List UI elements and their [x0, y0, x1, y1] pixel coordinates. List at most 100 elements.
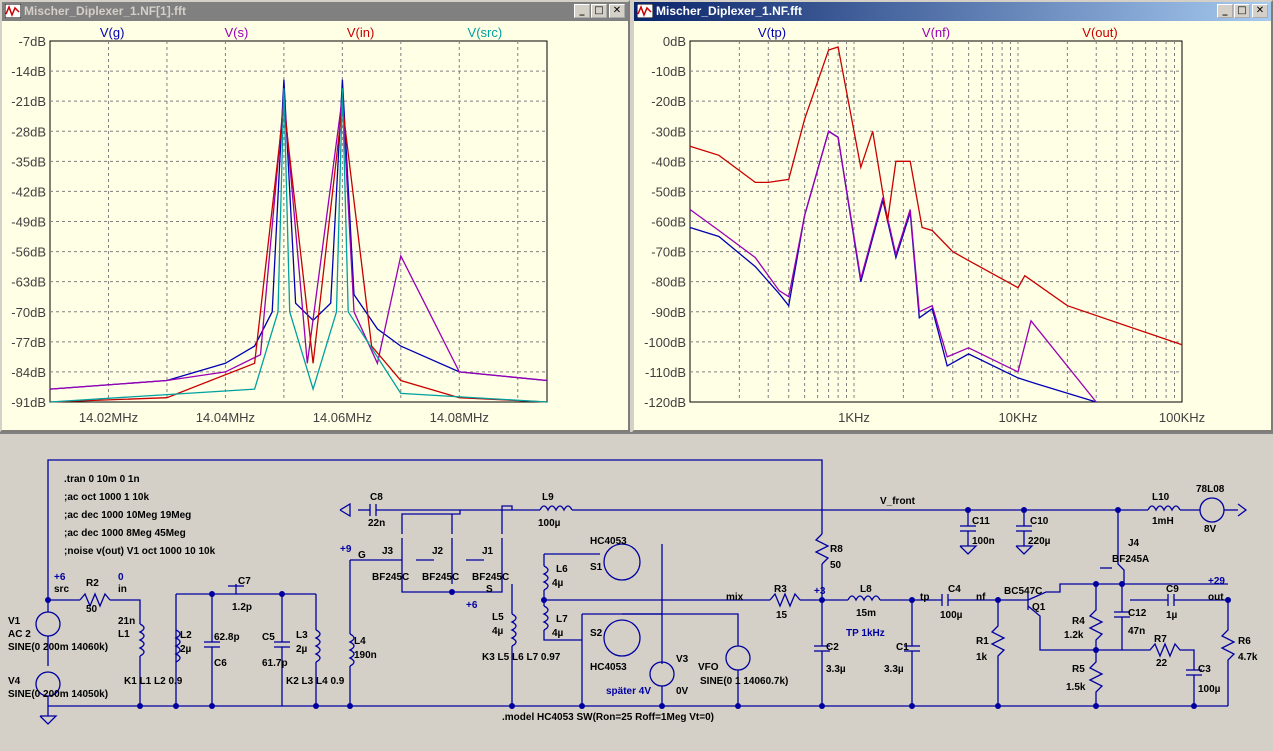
y-tick-label: -30dB	[651, 124, 686, 139]
series-vs	[49, 96, 548, 390]
series-vnf	[689, 130, 1097, 403]
schematic-label: 4.7k	[1238, 652, 1258, 663]
schematic-label: TP 1kHz	[846, 628, 885, 639]
schematic-label: später 4V	[606, 686, 651, 697]
schematic-label: 100µ	[1198, 684, 1221, 695]
schematic-label: SINE(0 200m 14060k)	[8, 642, 108, 653]
plot-area[interactable]: -7dB -14dB -21dB -28dB -35dB -42dB -49dB -56dB -…	[2, 21, 628, 430]
legend-vin[interactable]: V(in)	[347, 25, 374, 40]
series-vsrc	[49, 88, 548, 403]
schematic-label: VFO	[698, 662, 719, 673]
schematic-label: 100µ	[940, 610, 963, 621]
schematic-label: L10	[1152, 492, 1170, 503]
window-titlebar[interactable]: Mischer_Diplexer_1.NF.fft	[634, 2, 1271, 21]
plot-area[interactable]: 0dB -10dB -20dB -30dB -40dB -50dB -60dB -70dB -8…	[634, 21, 1271, 430]
legend-vtp[interactable]: V(tp)	[758, 25, 786, 40]
schematic-label: C6	[214, 658, 227, 669]
schematic-label: L7	[556, 614, 568, 625]
y-tick-label: -21dB	[11, 94, 46, 109]
y-tick-label: -70dB	[11, 305, 46, 320]
y-tick-label: -60dB	[651, 215, 686, 230]
schematic-label: 50	[830, 560, 842, 571]
schematic-label: 3.3µ	[826, 664, 846, 675]
legend-vnf[interactable]: V(nf)	[922, 25, 950, 40]
schematic-label: 50	[86, 604, 98, 615]
legend-vsrc[interactable]: V(src)	[468, 25, 503, 40]
schematic-label: C2	[826, 642, 839, 653]
schematic-label: K3 L5 L6 L7 0.97	[482, 652, 561, 663]
schematic-label: S2	[590, 628, 603, 639]
waveform-app-icon	[5, 4, 21, 18]
close-button[interactable]: ✕	[609, 4, 625, 18]
maximize-button[interactable]: □	[591, 4, 607, 18]
y-tick-label: -100dB	[644, 335, 686, 350]
fft-chart-right[interactable]: 0dB -10dB -20dB -30dB -40dB -50dB -60dB -70dB -8…	[634, 21, 1271, 430]
schematic-canvas[interactable]: .tran 0 10m 0 1n ;ac oct 1000 1 10k ;ac de…	[0, 434, 1273, 751]
schematic-label: +3	[814, 586, 826, 597]
schematic-label: S1	[590, 562, 603, 573]
close-button[interactable]: ✕	[1252, 4, 1268, 18]
schematic-label: mix	[726, 592, 744, 603]
series-vin	[49, 105, 548, 403]
schematic-label: 1.2p	[232, 602, 252, 613]
schematic-label: C8	[370, 492, 383, 503]
schematic-label: R8	[830, 544, 843, 555]
schematic-label: R5	[1072, 664, 1085, 675]
x-tick-label: 14.06MHz	[313, 410, 372, 425]
x-tick-label: 14.02MHz	[79, 410, 138, 425]
schematic-label: +29	[1208, 576, 1225, 587]
schematic-label: J3	[382, 546, 394, 557]
schematic-label: 62.8p	[214, 632, 240, 643]
schematic-label: 4µ	[552, 578, 564, 589]
schematic-label: L9	[542, 492, 554, 503]
y-tick-label: -63dB	[11, 275, 46, 290]
y-tick-label: -49dB	[11, 215, 46, 230]
schematic-label: 1mH	[1152, 516, 1174, 527]
legend-vout[interactable]: V(out)	[1082, 25, 1117, 40]
x-tick-label: 14.04MHz	[196, 410, 255, 425]
y-tick-label: -77dB	[11, 335, 46, 350]
schematic-label: C1	[896, 642, 909, 653]
x-tick-label: 14.08MHz	[430, 410, 489, 425]
window-title: Mischer_Diplexer_1.NF.fft	[656, 4, 803, 18]
minimize-button[interactable]: _	[1217, 4, 1233, 18]
schematic-label: G	[358, 550, 366, 561]
schematic-label: SINE(0 1 14060.7k)	[700, 676, 788, 687]
y-tick-label: 0dB	[663, 34, 686, 49]
schematic-label: 21n	[118, 616, 135, 627]
schematic-label: K1 L1 L2 0.9	[124, 676, 183, 687]
schematic-label: tp	[920, 592, 929, 603]
legend-vs[interactable]: V(s)	[224, 25, 248, 40]
schematic-label: 1.5k	[1066, 682, 1086, 693]
schematic-label: BF245A	[1112, 554, 1149, 565]
fft-window-left[interactable]: Mischer_Diplexer_1.NF[1].fft _ □ ✕ -7dB -…	[0, 0, 630, 432]
schematic-label: L1	[118, 629, 130, 640]
schematic-label: 1k	[976, 652, 988, 663]
series-vout	[689, 46, 1183, 346]
schematic-label: BF245C	[372, 572, 409, 583]
fft-window-right[interactable]: Mischer_Diplexer_1.NF.fft _ □ ✕ 0dB -10dB…	[632, 0, 1273, 432]
x-tick-label: 100KHz	[1159, 410, 1205, 425]
schematic-label: J4	[1128, 538, 1140, 549]
schematic-label: 0	[118, 572, 124, 583]
schematic-label: R6	[1238, 636, 1251, 647]
schematic-label: BC547C	[1004, 586, 1042, 597]
window-titlebar[interactable]: Mischer_Diplexer_1.NF[1].fft	[2, 2, 628, 21]
maximize-button[interactable]: □	[1234, 4, 1250, 18]
spice-directive: .tran 0 10m 0 1n	[64, 474, 140, 485]
spice-model-directive: .model HC4053 SW(Ron=25 Roff=1Meg Vt=0)	[502, 712, 714, 723]
legend-vg[interactable]: V(g)	[100, 25, 125, 40]
schematic-label: V3	[676, 654, 689, 665]
schematic-label: C3	[1198, 664, 1211, 675]
schematic-label: C4	[948, 584, 961, 595]
schematic-label: 100µ	[538, 518, 561, 529]
y-tick-label: -80dB	[651, 275, 686, 290]
y-tick-label: -56dB	[11, 245, 46, 260]
spice-directive: ;ac dec 1000 8Meg 45Meg	[64, 528, 186, 539]
schematic-label: 220µ	[1028, 536, 1051, 547]
schematic-label: 78L08	[1196, 484, 1225, 495]
schematic-editor[interactable]: .tran 0 10m 0 1n ;ac oct 1000 1 10k ;ac de…	[0, 432, 1273, 751]
schematic-label: S	[486, 584, 493, 595]
fft-chart-left[interactable]: -7dB -14dB -21dB -28dB -35dB -42dB -49dB -56dB -…	[2, 21, 628, 430]
minimize-button[interactable]: _	[574, 4, 590, 18]
